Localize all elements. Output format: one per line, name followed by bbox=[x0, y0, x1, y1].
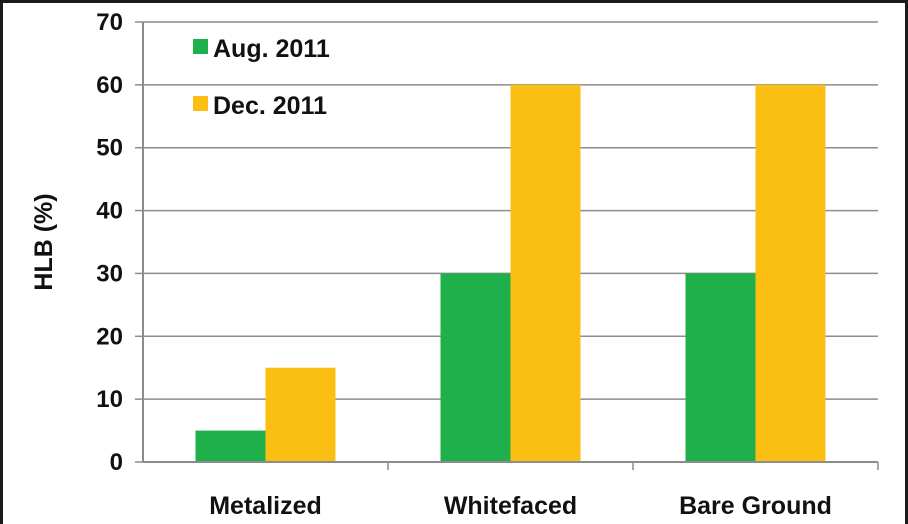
legend: Aug. 2011 Dec. 2011 bbox=[193, 35, 330, 120]
bar-dec-2011 bbox=[510, 84, 581, 462]
bar-dec-2011 bbox=[265, 367, 336, 462]
y-axis-title: HLB (%) bbox=[30, 193, 58, 290]
y-tick-label: 40 bbox=[96, 198, 123, 225]
x-tick-label: Metalized bbox=[209, 492, 322, 520]
y-tick-label: 30 bbox=[96, 260, 123, 287]
legend-label: Dec. 2011 bbox=[213, 92, 327, 120]
x-tick-label: Bare Ground bbox=[679, 492, 832, 520]
y-tick-label: 20 bbox=[96, 323, 123, 350]
legend-label: Aug. 2011 bbox=[213, 35, 330, 63]
y-tick-labels: 0 10 20 30 40 50 60 70 bbox=[96, 9, 123, 476]
y-tick-label: 50 bbox=[96, 135, 123, 162]
y-tick-label: 0 bbox=[110, 449, 123, 476]
x-tick-label: Whitefaced bbox=[444, 492, 577, 520]
y-tick-label: 70 bbox=[96, 9, 123, 36]
y-tick-label: 10 bbox=[96, 386, 123, 413]
legend-swatch bbox=[193, 96, 208, 111]
bar-aug-2011 bbox=[440, 273, 511, 462]
bar-dec-2011 bbox=[755, 84, 826, 462]
y-tick-label: 60 bbox=[96, 72, 123, 99]
bars bbox=[195, 84, 879, 470]
bar-aug-2011 bbox=[685, 273, 756, 462]
bar-aug-2011 bbox=[195, 430, 266, 462]
axes bbox=[142, 22, 878, 463]
x-tick-labels: Metalized Whitefaced Bare Ground bbox=[209, 492, 832, 520]
legend-swatch bbox=[193, 39, 208, 54]
